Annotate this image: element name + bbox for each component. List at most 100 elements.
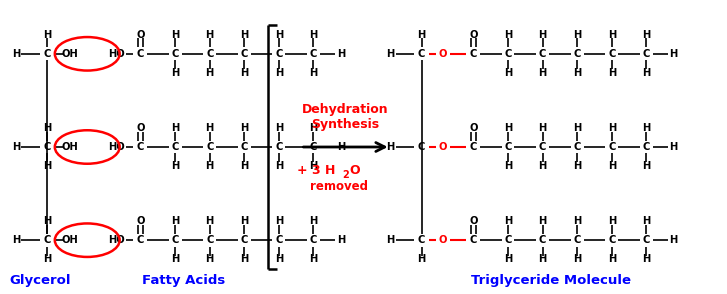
Text: H: H [573,254,582,264]
Text: H: H [608,123,616,133]
Text: H: H [206,254,214,264]
Text: H: H [387,142,395,152]
Text: C: C [505,49,512,59]
Text: H: H [337,142,345,152]
Text: H: H [171,254,180,264]
Text: H: H [240,161,249,171]
Text: H: H [573,68,582,78]
Text: H: H [539,161,547,171]
Text: C: C [43,142,51,152]
Text: H: H [43,216,51,226]
Text: H: H [608,216,616,226]
Text: OH: OH [62,235,79,245]
Text: H: H [539,254,547,264]
Text: 2: 2 [342,170,349,180]
Text: H: H [670,49,678,59]
Text: Glycerol: Glycerol [9,274,71,287]
Text: OH: OH [62,49,79,59]
Text: C: C [608,49,616,59]
Text: H: H [539,123,547,133]
Text: O: O [439,49,447,59]
Text: H: H [310,30,318,40]
Text: H: H [608,30,616,40]
Text: H: H [12,235,20,245]
Text: H: H [240,123,249,133]
Text: C: C [137,49,144,59]
Text: C: C [418,142,425,152]
Text: H: H [387,235,395,245]
Text: H: H [43,254,51,264]
Text: H: H [43,123,51,133]
Text: H: H [275,254,283,264]
Text: H: H [310,254,318,264]
Text: C: C [241,49,248,59]
Text: H: H [608,161,616,171]
Text: C: C [43,235,51,245]
Text: C: C [470,49,477,59]
Text: Dehydration
Synthesis: Dehydration Synthesis [302,103,389,131]
Text: C: C [172,235,179,245]
Text: C: C [608,235,616,245]
Text: OH: OH [62,142,79,152]
Text: H: H [43,161,51,171]
Text: H: H [310,216,318,226]
Text: C: C [206,49,214,59]
Text: O: O [469,123,478,133]
Text: H: H [12,142,20,152]
Text: O: O [439,142,447,152]
Text: O: O [469,216,478,226]
Text: H: H [504,68,512,78]
Text: H: H [171,30,180,40]
Text: C: C [643,49,650,59]
Text: H: H [539,68,547,78]
Text: H: H [310,161,318,171]
Text: C: C [418,235,425,245]
Text: C: C [574,142,581,152]
Text: H: H [573,123,582,133]
Text: H: H [608,68,616,78]
Text: H: H [504,123,512,133]
Text: H: H [310,123,318,133]
Text: H: H [642,161,651,171]
Text: C: C [206,142,214,152]
Text: C: C [310,142,317,152]
Text: C: C [43,49,51,59]
Text: C: C [608,142,616,152]
Text: H: H [539,30,547,40]
Text: O: O [136,216,145,226]
Text: H: H [206,123,214,133]
Text: C: C [172,142,179,152]
Text: C: C [574,235,581,245]
Text: H: H [310,68,318,78]
Text: Triglyceride Molecule: Triglyceride Molecule [471,274,631,287]
Text: H: H [504,30,512,40]
Text: C: C [137,142,144,152]
Text: H: H [275,216,283,226]
Text: C: C [643,235,650,245]
Text: H: H [642,216,651,226]
Text: C: C [241,235,248,245]
Text: O: O [136,30,145,40]
Text: H: H [608,254,616,264]
Text: H: H [240,30,249,40]
Text: H: H [240,254,249,264]
Text: H: H [573,30,582,40]
Text: H: H [240,68,249,78]
Text: H: H [504,216,512,226]
Text: H: H [642,254,651,264]
Text: C: C [643,142,650,152]
Text: O: O [136,123,145,133]
Text: + 3 H: + 3 H [297,164,335,178]
Text: C: C [539,235,546,245]
Text: HO: HO [108,142,125,152]
Text: C: C [206,235,214,245]
Text: removed: removed [310,181,368,193]
Text: H: H [337,49,345,59]
Text: H: H [206,216,214,226]
Text: O: O [439,235,447,245]
Text: H: H [275,161,283,171]
Text: H: H [504,161,512,171]
Text: H: H [275,68,283,78]
Text: H: H [206,30,214,40]
Text: H: H [43,30,51,40]
